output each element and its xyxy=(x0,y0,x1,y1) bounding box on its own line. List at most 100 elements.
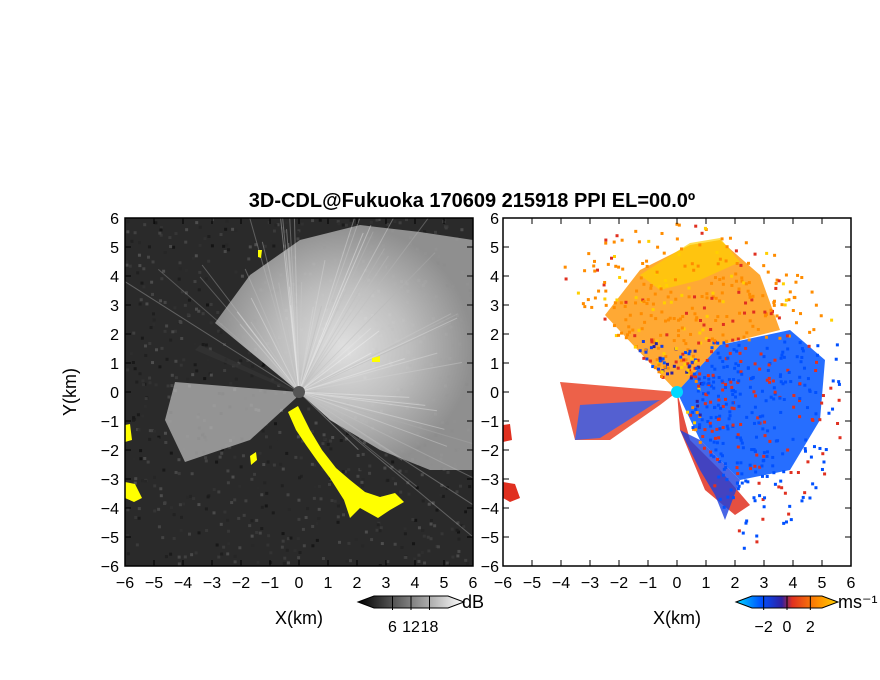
velocity-cell xyxy=(698,440,702,444)
colorbar-tick-label: 2 xyxy=(806,619,815,636)
velocity-cell xyxy=(698,423,702,427)
radial-streak xyxy=(298,218,361,393)
velocity-cell xyxy=(698,413,702,417)
velocity-cell xyxy=(666,372,670,376)
velocity-cell xyxy=(734,362,738,366)
noise-cell xyxy=(150,280,154,284)
velocity-cell xyxy=(721,333,725,337)
velocity-cell xyxy=(693,312,697,316)
velocity-cell xyxy=(818,418,822,422)
velocity-cell xyxy=(748,292,752,296)
velocity-cell xyxy=(740,276,744,280)
radial-streak xyxy=(280,218,300,393)
colorbar-tick-label: −2 xyxy=(755,619,773,636)
velocity-cell xyxy=(683,264,687,268)
velocity-cell xyxy=(746,261,750,265)
velocity-cell xyxy=(739,461,743,465)
velocity-cell xyxy=(722,365,726,369)
noise-cell xyxy=(345,559,349,563)
velocity-cell xyxy=(787,298,791,302)
noise-cell xyxy=(299,474,303,478)
noise-cell xyxy=(274,223,278,227)
velocity-cell xyxy=(762,505,766,509)
velocity-cell xyxy=(719,452,723,456)
velocity-cell xyxy=(814,369,818,373)
noise-cell xyxy=(297,517,301,521)
noise-cell xyxy=(242,513,246,517)
velocity-cell xyxy=(665,333,669,337)
velocity-cell xyxy=(728,410,732,414)
velocity-cell xyxy=(780,353,784,357)
noise-cell xyxy=(179,363,183,367)
noise-cell xyxy=(302,544,306,548)
velocity-cell xyxy=(657,367,661,371)
velocity-cell xyxy=(660,231,664,235)
velocity-speckle xyxy=(563,222,842,550)
y-tick-label: 1 xyxy=(110,356,119,373)
noise-cell xyxy=(226,518,230,522)
velocity-cell xyxy=(697,387,701,391)
velocity-cell xyxy=(763,314,767,318)
velocity-cell xyxy=(692,427,696,431)
noise-cell xyxy=(178,261,182,265)
velocity-west-blue xyxy=(575,400,660,440)
velocity-cell xyxy=(733,366,737,370)
y-tick-label: −4 xyxy=(101,501,119,518)
mask-north-spot xyxy=(258,250,262,258)
noise-cell xyxy=(307,407,311,411)
noise-cell xyxy=(331,435,335,439)
noise-cell xyxy=(165,324,169,328)
velocity-cell xyxy=(686,410,690,414)
noise-cell xyxy=(313,485,317,489)
velocity-cell xyxy=(707,377,711,381)
velocity-cell xyxy=(729,380,733,384)
velocity-cell xyxy=(738,351,742,355)
noise-cell xyxy=(311,524,315,528)
noise-cell xyxy=(380,542,384,546)
velocity-cell xyxy=(674,297,678,301)
velocity-cell xyxy=(698,331,702,335)
velocity-cell xyxy=(778,396,782,400)
velocity-cell xyxy=(755,453,759,457)
noise-cell xyxy=(263,481,267,485)
velocity-cell xyxy=(642,300,646,304)
noise-cell xyxy=(132,416,136,420)
noise-cell xyxy=(339,439,343,443)
velocity-cell xyxy=(745,415,749,419)
velocity-cell xyxy=(808,389,812,393)
velocity-cell xyxy=(658,359,662,363)
noise-cell xyxy=(458,484,462,488)
noise-cell xyxy=(163,502,167,506)
velocity-cell xyxy=(655,339,659,343)
velocity-cell xyxy=(739,359,743,363)
noise-cell xyxy=(156,299,160,303)
noise-cell xyxy=(169,338,173,342)
velocity-cell xyxy=(814,391,818,395)
noise-cell xyxy=(224,227,228,231)
velocity-cell xyxy=(742,335,746,339)
noise-cell xyxy=(281,539,285,543)
velocity-cell xyxy=(691,406,695,410)
velocity-cell xyxy=(718,278,722,282)
velocity-cell xyxy=(758,465,762,469)
velocity-cell xyxy=(725,245,729,249)
noise-cell xyxy=(460,228,464,232)
velocity-cell xyxy=(690,262,694,266)
velocity-cell xyxy=(610,256,614,260)
noise-cell xyxy=(318,218,322,222)
velocity-cell xyxy=(737,290,741,294)
noise-cell xyxy=(158,365,162,369)
mask-west-edge-lower xyxy=(125,482,142,502)
velocity-cell xyxy=(801,495,805,499)
noise-cell xyxy=(403,532,407,536)
velocity-cell xyxy=(731,319,735,323)
velocity-cell xyxy=(686,368,690,372)
velocity-cell xyxy=(766,270,770,274)
noise-cell xyxy=(206,495,210,499)
noise-cell xyxy=(238,546,242,550)
noise-cell xyxy=(187,298,191,302)
noise-cell xyxy=(253,472,257,476)
noise-cell xyxy=(227,542,231,546)
radial-streak xyxy=(298,248,385,393)
noise-cell xyxy=(201,312,205,316)
